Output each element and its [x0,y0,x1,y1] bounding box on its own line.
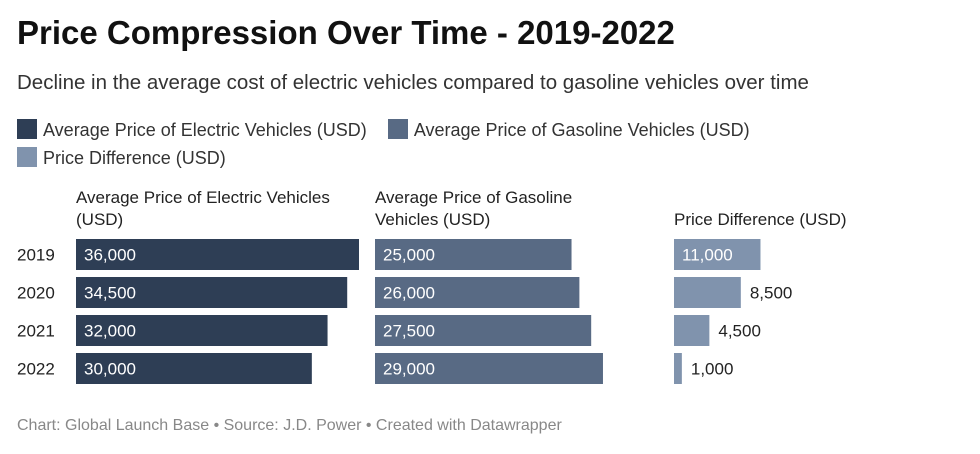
chart-subtitle: Decline in the average cost of electric … [17,71,809,94]
data-label-electric-2022: 30,000 [84,360,136,379]
legend-swatch-electric [17,119,37,139]
bar-gasoline-2022 [375,353,603,384]
data-label-electric-2020: 34,500 [84,284,136,303]
chart-footer: Chart: Global Launch Base • Source: J.D.… [17,417,562,434]
chart-title: Price Compression Over Time - 2019-2022 [17,14,675,51]
data-label-difference-2019: 11,000 [682,246,733,265]
legend-swatch-gasoline [387,119,408,139]
bar-difference-2022 [674,353,682,384]
bar-gasoline-2019 [375,239,572,270]
bar-electric-2022 [76,353,312,384]
legend-item-gasoline: Average Price of Gasoline Vehicles (USD) [387,116,750,144]
data-label-electric-2021: 32,000 [84,322,136,341]
data-label-electric-2019: 36,000 [84,246,136,265]
panel-header-gasoline: Vehicles (USD) [375,210,490,229]
data-label-difference-2022: 1,000 [691,360,734,379]
bar-electric-2020 [76,277,348,308]
legend: Average Price of Electric Vehicles (USD)… [17,116,967,172]
panel-header-electric: Average Price of Electric Vehicles [76,188,330,207]
legend-label-electric: Average Price of Electric Vehicles (USD) [43,120,367,140]
bar-gasoline-2021 [375,315,592,346]
panel-header-gasoline: Average Price of Gasoline [375,188,572,207]
bar-difference-2019 [674,239,761,270]
panel-header-electric: (USD) [76,210,123,229]
legend-item-difference: Price Difference (USD) [17,144,226,172]
data-label-gasoline-2019: 25,000 [383,246,435,265]
legend-swatch-difference [17,147,37,167]
bar-electric-2019 [76,239,359,270]
data-label-gasoline-2022: 29,000 [383,360,435,379]
bar-gasoline-2020 [375,277,580,308]
category-label-2019: 2019 [17,246,55,265]
bar-electric-2021 [76,315,328,346]
data-label-difference-2021: 4,500 [718,322,761,341]
bar-difference-2020 [674,277,741,308]
bar-difference-2021 [674,315,710,346]
category-label-2021: 2021 [17,322,55,341]
legend-label-difference: Price Difference (USD) [43,148,226,168]
data-label-difference-2020: 8,500 [750,284,793,303]
legend-label-gasoline: Average Price of Gasoline Vehicles (USD) [413,120,750,140]
data-label-gasoline-2021: 27,500 [383,322,435,341]
panel-header-difference: Price Difference (USD) [674,210,847,229]
legend-item-electric: Average Price of Electric Vehicles (USD) [17,116,367,144]
category-label-2020: 2020 [17,284,55,303]
data-label-gasoline-2020: 26,000 [383,284,435,303]
category-label-2022: 2022 [17,360,55,379]
